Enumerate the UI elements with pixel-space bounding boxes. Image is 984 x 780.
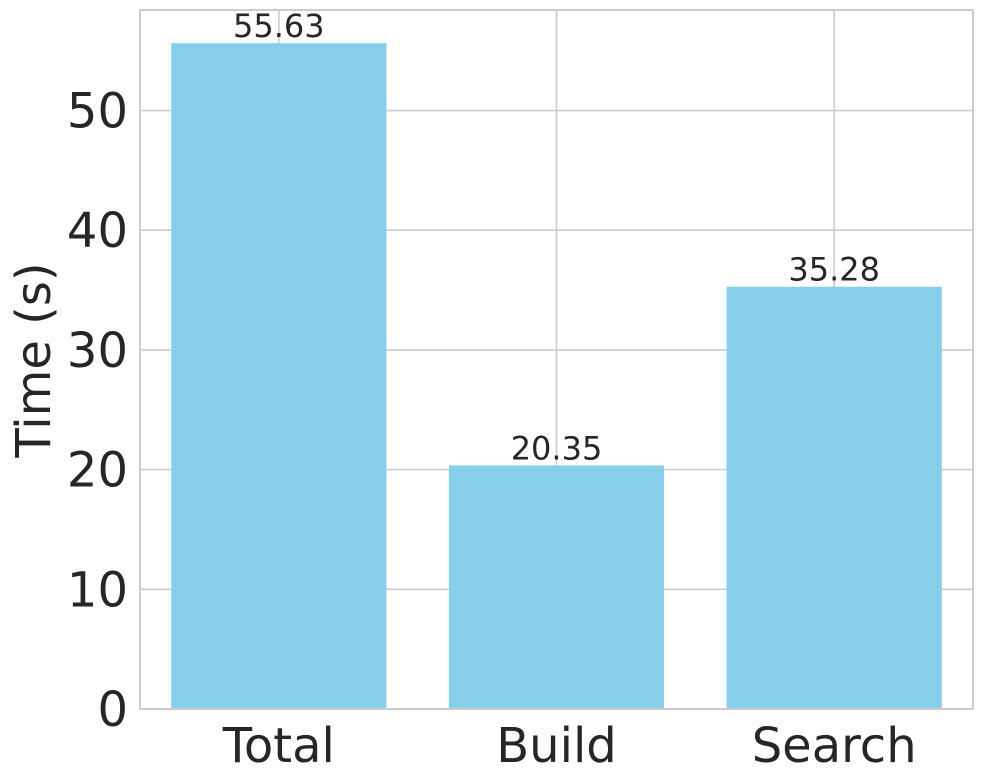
y-tick-label: 0 bbox=[97, 682, 128, 738]
y-tick-labels: 0 10 20 30 40 50 bbox=[67, 84, 128, 738]
bar-search bbox=[726, 286, 942, 709]
y-tick-label: 30 bbox=[67, 323, 128, 379]
bar-value-labels: 55.63 20.35 35.28 bbox=[233, 7, 880, 467]
bar-build bbox=[448, 465, 665, 709]
y-tick-label: 20 bbox=[67, 443, 128, 499]
y-axis-label: Time (s) bbox=[6, 262, 62, 458]
x-tick-label: Build bbox=[496, 718, 617, 774]
bar-value-label: 35.28 bbox=[788, 251, 880, 289]
plot-frame bbox=[139, 9, 974, 710]
x-tick-label: Total bbox=[222, 718, 335, 774]
bar-total bbox=[171, 43, 387, 710]
y-tick-label: 10 bbox=[67, 562, 128, 618]
x-tick-labels: Total Build Search bbox=[222, 718, 917, 774]
y-tick-label: 40 bbox=[67, 203, 128, 259]
bar-value-label: 55.63 bbox=[233, 7, 325, 45]
bar-value-label: 20.35 bbox=[511, 429, 603, 467]
y-tick-label: 50 bbox=[67, 84, 128, 140]
bars bbox=[171, 43, 942, 710]
x-tick-label: Search bbox=[752, 718, 917, 774]
